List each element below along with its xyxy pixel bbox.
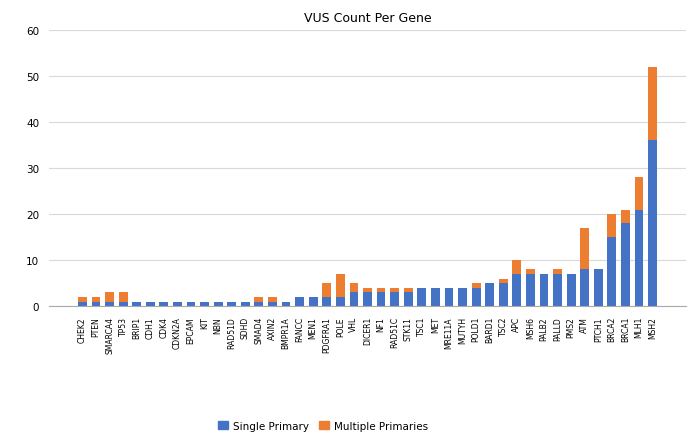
Bar xyxy=(323,284,331,297)
Bar xyxy=(132,302,141,307)
Bar xyxy=(499,279,508,284)
Bar xyxy=(377,293,386,307)
Bar xyxy=(268,297,277,302)
Bar xyxy=(214,302,223,307)
Bar xyxy=(228,302,236,307)
Title: VUS Count Per Gene: VUS Count Per Gene xyxy=(304,12,431,25)
Bar xyxy=(105,302,114,307)
Bar xyxy=(255,302,263,307)
Bar xyxy=(458,288,467,307)
Bar xyxy=(580,270,589,307)
Bar xyxy=(92,297,100,302)
Bar xyxy=(390,288,399,293)
Bar xyxy=(621,210,630,224)
Bar xyxy=(105,293,114,302)
Bar xyxy=(648,141,657,307)
Bar xyxy=(323,297,331,307)
Bar xyxy=(404,288,412,293)
Bar xyxy=(363,288,372,293)
Bar xyxy=(92,302,100,307)
Bar xyxy=(390,293,399,307)
Bar xyxy=(336,297,345,307)
Bar xyxy=(580,229,589,270)
Bar xyxy=(594,270,603,307)
Bar xyxy=(621,224,630,307)
Bar xyxy=(349,284,358,293)
Bar xyxy=(472,288,480,307)
Bar xyxy=(377,288,386,293)
Bar xyxy=(540,274,548,307)
Bar xyxy=(444,288,454,307)
Bar xyxy=(200,302,209,307)
Bar xyxy=(485,284,494,307)
Bar xyxy=(336,274,345,297)
Bar xyxy=(417,288,426,307)
Bar xyxy=(526,274,535,307)
Bar xyxy=(146,302,155,307)
Bar xyxy=(635,210,643,307)
Bar xyxy=(404,293,412,307)
Bar xyxy=(648,67,657,141)
Bar xyxy=(553,270,562,274)
Bar xyxy=(553,274,562,307)
Bar xyxy=(255,297,263,302)
Bar xyxy=(349,293,358,307)
Bar xyxy=(499,284,508,307)
Bar xyxy=(472,284,480,288)
Bar xyxy=(281,302,290,307)
Bar xyxy=(78,297,87,302)
Bar xyxy=(268,302,277,307)
Bar xyxy=(512,274,522,307)
Bar xyxy=(363,293,372,307)
Bar xyxy=(119,302,127,307)
Bar xyxy=(119,293,127,302)
Bar xyxy=(567,274,575,307)
Bar xyxy=(295,297,304,307)
Bar xyxy=(173,302,182,307)
Bar xyxy=(78,302,87,307)
Bar xyxy=(160,302,168,307)
Legend: Single Primary, Multiple Primaries: Single Primary, Multiple Primaries xyxy=(214,417,432,435)
Bar xyxy=(608,215,616,237)
Bar xyxy=(635,178,643,210)
Bar xyxy=(526,270,535,274)
Bar xyxy=(431,288,440,307)
Bar xyxy=(187,302,195,307)
Bar xyxy=(512,261,522,274)
Bar xyxy=(309,297,318,307)
Bar xyxy=(241,302,250,307)
Bar xyxy=(608,237,616,307)
